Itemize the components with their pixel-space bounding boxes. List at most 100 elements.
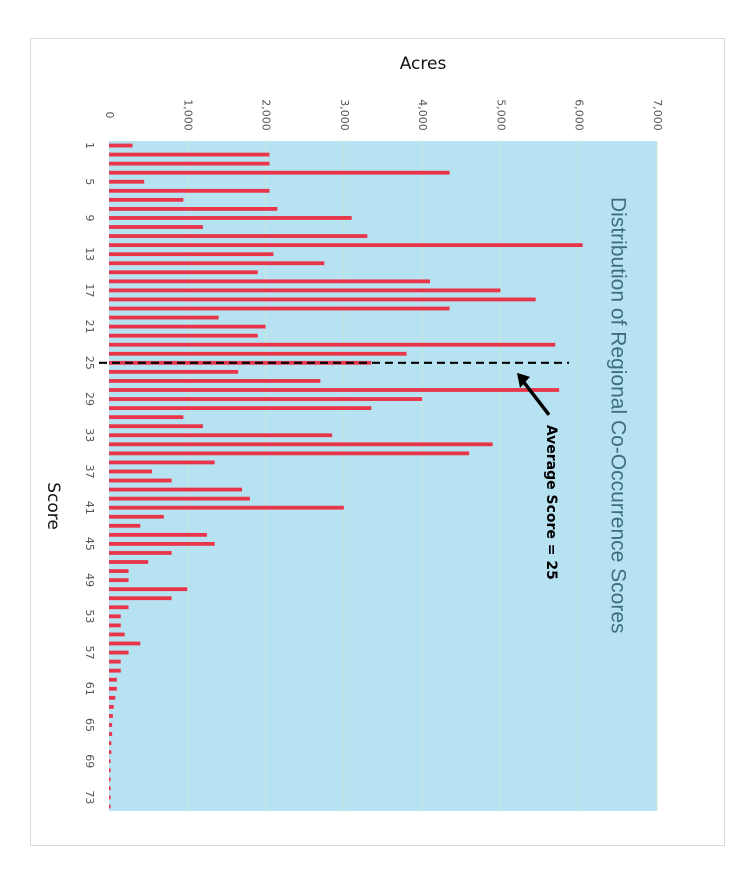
value-axis-title: Acres — [400, 54, 447, 74]
bar — [109, 433, 333, 438]
bar — [109, 207, 278, 211]
arrow-head — [517, 372, 530, 388]
bar — [109, 569, 129, 573]
bar — [109, 379, 321, 383]
score-tick-label: 49 — [83, 573, 96, 587]
bar — [109, 650, 129, 655]
score-axis-ticks: 1 5 9 13 17 21 25 29 33 37 41 45 49 53 57 61 65 69 73 — [83, 142, 96, 804]
bar — [109, 668, 121, 673]
bar — [109, 252, 274, 257]
bar — [109, 179, 145, 184]
chart-title: Distribution of Regional Co-Occurrence S… — [606, 197, 629, 634]
value-tick-label: 1,000 — [181, 99, 194, 131]
bar — [109, 714, 113, 718]
score-tick-label: 69 — [83, 754, 96, 768]
average-arrow — [517, 372, 551, 416]
bar — [109, 695, 116, 700]
value-axis-ticks: 0 1,000 2,000 3,000 4,000 5,000 6,000 7,000 — [103, 99, 664, 131]
bar — [109, 152, 270, 157]
bar — [109, 732, 113, 736]
bar — [109, 225, 203, 229]
bar — [109, 442, 493, 447]
bar — [109, 360, 372, 365]
bar — [109, 686, 117, 691]
bar — [109, 496, 250, 501]
bar — [109, 596, 172, 601]
score-tick-label: 41 — [83, 501, 96, 515]
score-tick-label: 37 — [83, 464, 96, 478]
score-axis-title: Score — [43, 482, 63, 530]
bar — [109, 759, 111, 764]
bar — [109, 460, 215, 465]
bar — [109, 659, 121, 664]
score-tick-label: 1 — [83, 142, 96, 149]
bar — [109, 560, 149, 564]
value-tick-label: 2,000 — [260, 99, 273, 131]
score-tick-label: 45 — [83, 537, 96, 551]
bar — [109, 741, 112, 745]
plot-area — [109, 141, 657, 811]
bar — [109, 750, 112, 755]
score-tick-label: 13 — [83, 247, 96, 261]
bar — [109, 216, 352, 220]
bar — [109, 487, 243, 492]
bar — [109, 641, 141, 646]
bar — [109, 197, 184, 202]
bar — [109, 415, 184, 420]
score-tick-label: 17 — [83, 283, 96, 297]
bar — [109, 704, 114, 709]
bar — [109, 270, 258, 275]
bar — [109, 297, 536, 302]
score-tick-label: 21 — [83, 320, 96, 334]
bar — [109, 333, 258, 338]
bar — [109, 795, 111, 800]
score-tick-label: 57 — [83, 646, 96, 660]
value-tick-label: 0 — [103, 112, 116, 119]
score-tick-label: 73 — [83, 790, 96, 804]
bar — [109, 614, 121, 619]
bar — [109, 623, 121, 628]
bar — [109, 397, 423, 401]
value-tick-label: 6,000 — [573, 99, 586, 131]
bars — [109, 143, 583, 809]
bar — [109, 324, 266, 329]
bar — [109, 478, 172, 483]
bar — [109, 587, 188, 592]
bar — [109, 342, 556, 347]
score-tick-label: 5 — [83, 178, 96, 185]
average-score-label: Average Score = 25 — [543, 425, 559, 580]
bar — [109, 532, 207, 537]
score-tick-label: 61 — [83, 682, 96, 696]
bar — [109, 523, 141, 528]
bar — [109, 306, 450, 311]
bar — [109, 551, 172, 555]
bar — [109, 388, 560, 392]
score-tick-label: 33 — [83, 428, 96, 442]
bar — [109, 143, 133, 148]
bar — [109, 605, 129, 610]
value-tick-label: 7,000 — [651, 99, 664, 131]
value-tick-label: 4,000 — [416, 99, 429, 131]
bar — [109, 288, 501, 293]
bar — [109, 768, 111, 773]
chart-frame: 0 1,000 2,000 3,000 4,000 5,000 6,000 7,000 1 5 9… — [30, 38, 725, 846]
bar — [109, 369, 239, 374]
score-tick-label: 25 — [83, 356, 96, 370]
bar — [109, 279, 430, 284]
bar — [109, 578, 129, 583]
bar — [109, 351, 407, 356]
bar — [109, 786, 111, 791]
score-tick-label: 29 — [83, 392, 96, 406]
bar — [109, 542, 215, 546]
value-tick-label: 3,000 — [338, 99, 351, 131]
bar — [109, 243, 583, 248]
score-tick-label: 53 — [83, 609, 96, 623]
bar — [109, 315, 219, 320]
bar — [109, 424, 203, 429]
bar — [109, 161, 270, 166]
bar — [109, 451, 470, 456]
bar — [109, 261, 325, 266]
bar — [109, 170, 450, 175]
bar — [109, 514, 164, 519]
bar — [109, 505, 344, 510]
